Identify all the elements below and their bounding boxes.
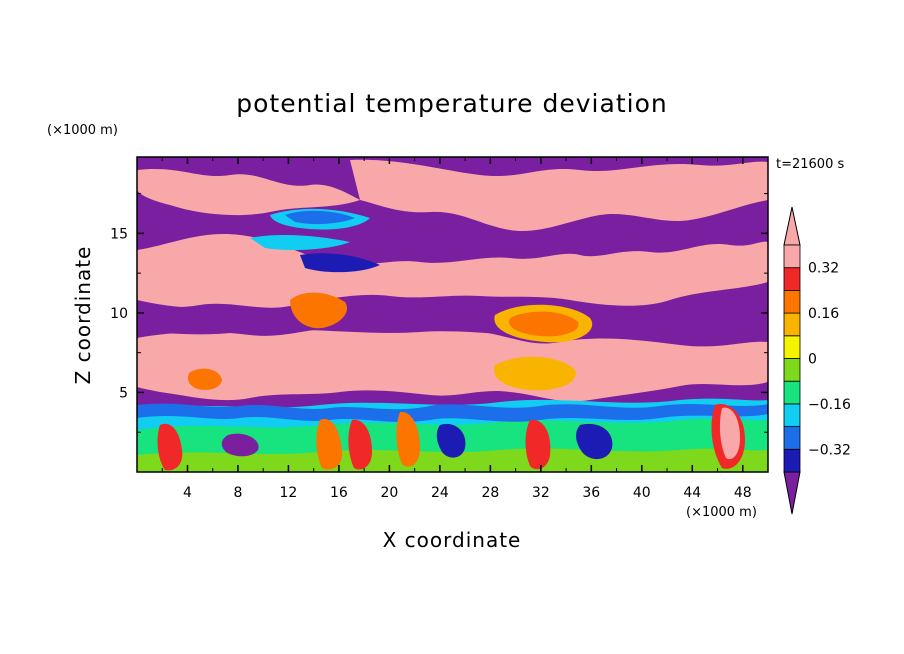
chart-title: potential temperature deviation [236, 89, 667, 118]
x-tick-label: 4 [183, 485, 192, 501]
x-unit-label: (×1000 m) [686, 505, 757, 520]
cold-plume [576, 423, 613, 460]
colorbar: 0.32 0.16 0 −0.16 −0.32 [783, 206, 851, 515]
colorbar-lower-extend [783, 471, 801, 515]
colorbar-bin [783, 426, 801, 450]
x-tick-label: 44 [683, 485, 701, 501]
x-tick-label: 12 [280, 485, 298, 501]
x-tick-label: 16 [330, 485, 348, 501]
heatmap-field [137, 157, 768, 472]
x-tick-label: 20 [380, 485, 398, 501]
colorbar-bin [783, 312, 801, 337]
colorbar-bin [783, 335, 801, 359]
low-level-layer [137, 403, 768, 422]
colorbar-label: 0.16 [808, 306, 839, 322]
x-axis: 4 8 12 16 20 24 28 32 36 40 44 48 [161, 157, 752, 501]
colorbar-bin [783, 403, 801, 427]
colorbar-label: −0.32 [808, 442, 851, 458]
warm-core [509, 311, 579, 337]
y-tick-label: 5 [119, 385, 128, 401]
x-axis-label: X coordinate [383, 528, 522, 552]
x-tick-label: 36 [582, 485, 600, 501]
x-tick-label: 40 [633, 485, 651, 501]
colorbar-bin [783, 289, 801, 314]
colorbar-bin [783, 267, 801, 291]
cold-plume [436, 423, 466, 458]
x-tick-label: 48 [734, 485, 752, 501]
warm-plume [396, 411, 420, 467]
low-level-layer [137, 448, 768, 472]
warm-region [137, 327, 768, 402]
cold-plume [221, 433, 259, 457]
y-tick-label: 15 [110, 226, 128, 242]
colorbar-label: −0.16 [808, 397, 851, 413]
colorbar-upper-extend [783, 206, 801, 246]
warm-region [137, 233, 768, 308]
x-tick-label: 24 [431, 485, 449, 501]
warm-plume [525, 419, 551, 470]
colorbar-label: 0.32 [808, 261, 839, 277]
warm-region [350, 159, 768, 232]
y-tick-label: 10 [110, 306, 128, 322]
warm-core [187, 368, 222, 390]
x-tick-label: 32 [532, 485, 550, 501]
y-axis: 5 10 15 [110, 193, 768, 433]
warm-plume [348, 419, 372, 470]
cold-patch [285, 210, 355, 225]
y-axis-label: Z coordinate [71, 246, 95, 385]
warm-plume [316, 419, 343, 470]
cold-patch [250, 235, 350, 250]
warm-core [290, 292, 348, 329]
plot-frame [136, 156, 769, 473]
y-unit-label: (×1000 m) [47, 123, 118, 138]
colorbar-bin [783, 448, 801, 473]
warm-plume [157, 423, 183, 471]
x-tick-label: 8 [233, 485, 242, 501]
time-label: t=21600 s [776, 157, 844, 172]
colorbar-bin [783, 358, 801, 382]
cold-patch [300, 253, 380, 273]
warm-core [494, 356, 576, 391]
warm-region [137, 168, 360, 216]
colorbar-bin [783, 244, 801, 269]
warm-plume [719, 407, 740, 460]
colorbar-label: 0 [808, 352, 817, 368]
x-tick-label: 28 [481, 485, 499, 501]
colorbar-bin [783, 380, 801, 405]
